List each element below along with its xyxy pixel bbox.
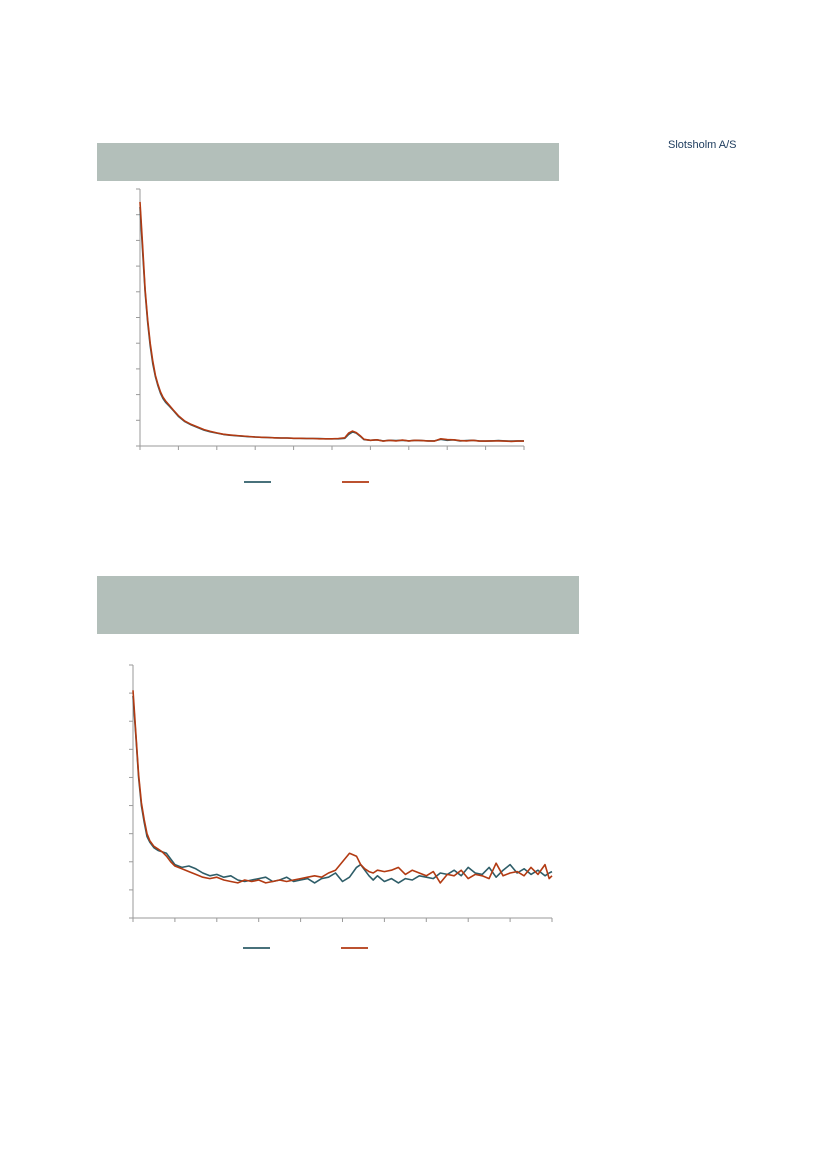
chart-1-header-banner — [97, 143, 559, 181]
brand-logo-text: Slotsholm A/S — [668, 139, 737, 151]
series-line-2 — [132, 690, 553, 884]
chart-2-header-banner — [97, 576, 579, 634]
series-line-2 — [139, 201, 524, 443]
series-line-1 — [132, 695, 553, 884]
